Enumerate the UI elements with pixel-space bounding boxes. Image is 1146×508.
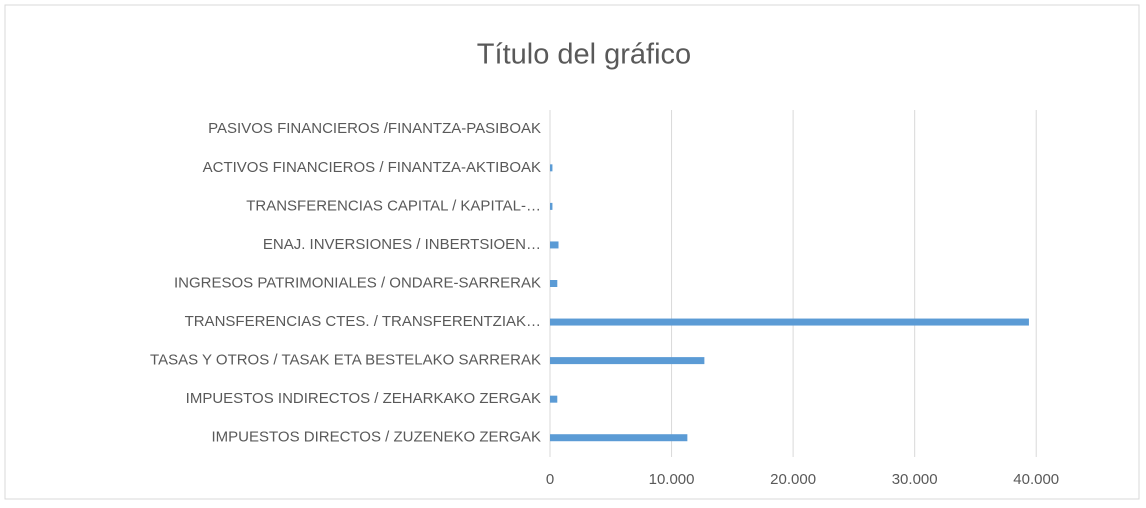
bar bbox=[550, 241, 559, 249]
x-tick-label: 0 bbox=[546, 471, 554, 488]
chart-title: Título del gráfico bbox=[477, 39, 691, 71]
bar bbox=[550, 280, 558, 287]
bar bbox=[550, 395, 558, 403]
chart-border bbox=[4, 4, 1140, 500]
x-tick-label: 10.000 bbox=[649, 471, 695, 488]
bar bbox=[550, 434, 688, 442]
bar bbox=[550, 164, 553, 172]
y-tick-label: ENAJ. INVERSIONES / INBERTSIOEN… bbox=[263, 236, 541, 253]
y-tick-label: IMPUESTOS DIRECTOS / ZUZENEKO ZERGAK bbox=[212, 429, 542, 446]
x-tick-label: 30.000 bbox=[892, 471, 938, 488]
y-tick-label: ACTIVOS FINANCIEROS / FINANTZA-AKTIBOAK bbox=[203, 159, 541, 176]
y-tick-label: TRANSFERENCIAS CAPITAL / KAPITAL-… bbox=[246, 197, 541, 214]
x-tick-label: 40.000 bbox=[1013, 471, 1059, 488]
bar bbox=[550, 318, 1029, 326]
x-tick-label: 20.000 bbox=[770, 471, 816, 488]
y-tick-label: TASAS Y OTROS / TASAK ETA BESTELAKO SARR… bbox=[150, 352, 541, 369]
bar bbox=[550, 202, 553, 210]
y-tick-label: IMPUESTOS INDIRECTOS / ZEHARKAKO ZERGAK bbox=[186, 390, 541, 407]
y-tick-label: PASIVOS FINANCIEROS /FINANTZA-PASIBOAK bbox=[208, 120, 541, 137]
bar bbox=[550, 357, 705, 365]
y-tick-label: TRANSFERENCIAS CTES. / TRANSFERENTZIAK… bbox=[185, 313, 541, 330]
y-tick-label: INGRESOS PATRIMONIALES / ONDARE-SARRERAK bbox=[174, 274, 541, 291]
